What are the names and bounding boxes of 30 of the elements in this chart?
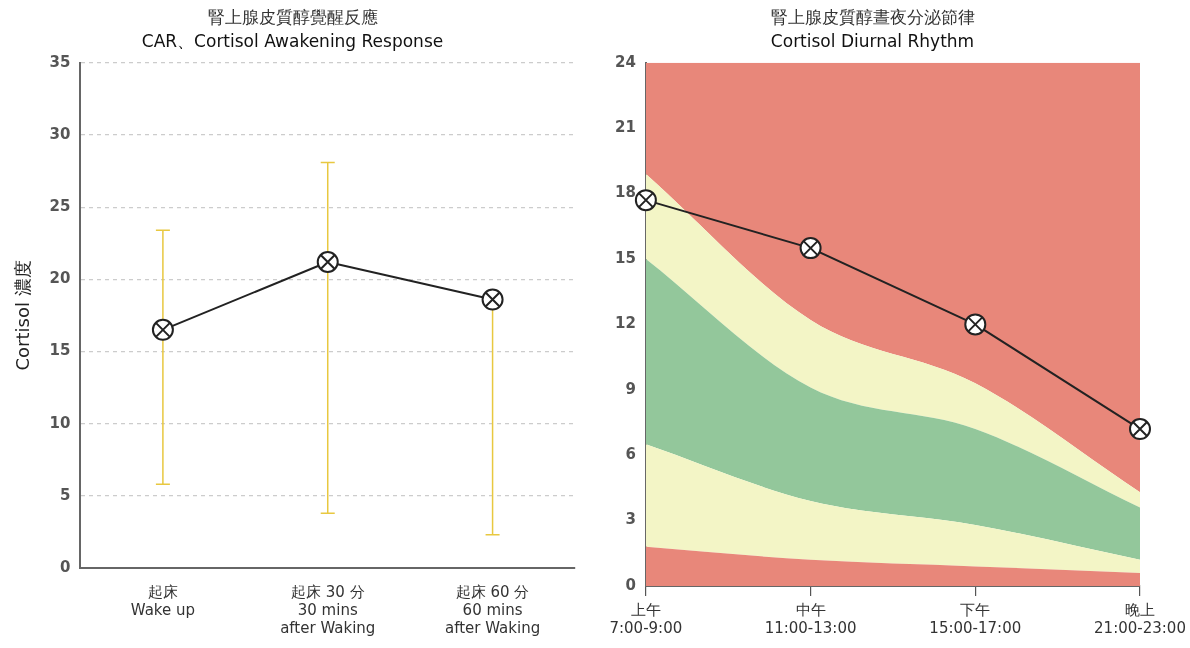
x-tick-label: 下午 15:00-17:00 (929, 600, 1022, 637)
y-tick-label: 0 (625, 575, 636, 594)
y-tick-label: 3 (625, 510, 636, 529)
y-tick-label: 24 (615, 52, 636, 71)
y-tick-label: 12 (615, 314, 636, 333)
chart-title: 腎上腺皮質醇晝夜分泌節律 (770, 6, 975, 27)
y-tick-label: 0 (60, 557, 71, 576)
chart-title: 腎上腺皮質醇覺醒反應 (207, 6, 378, 27)
chart-subtitle: Cortisol Diurnal Rhythm (770, 31, 975, 52)
x-tick-label: 上午 7:00-9:00 (609, 600, 683, 637)
x-tick-label: 起床 30 分 30 mins after Waking (280, 582, 376, 637)
y-tick-label: 5 (60, 485, 71, 504)
y-tick-label: 25 (49, 197, 71, 216)
x-tick-label: 起床 60 分 60 mins after Waking (444, 582, 541, 637)
y-tick-label: 30 (49, 124, 71, 143)
y-tick-label: 21 (615, 118, 636, 137)
y-tick-label: 9 (625, 379, 636, 398)
x-tick-label: 中午 11:00-13:00 (764, 600, 857, 637)
point (316, 250, 339, 273)
y-tick-label: 15 (615, 248, 636, 267)
chart-subtitle: CAR、Cortisol Awakening Response (141, 31, 444, 52)
x-tick-label: 起床 Wake up (130, 582, 196, 619)
y-tick-label: 35 (49, 52, 71, 71)
y-tick-label: 15 (49, 341, 71, 360)
y-tick-label: 18 (615, 183, 636, 202)
y-tick-label: 20 (49, 269, 71, 288)
x-tick-label: 晚上 21:00-23:00 (1094, 600, 1186, 637)
y-tick-label: 6 (625, 445, 636, 464)
y-axis-title: Cortisol 濃度 (12, 260, 34, 371)
y-tick-label: 10 (49, 413, 71, 432)
